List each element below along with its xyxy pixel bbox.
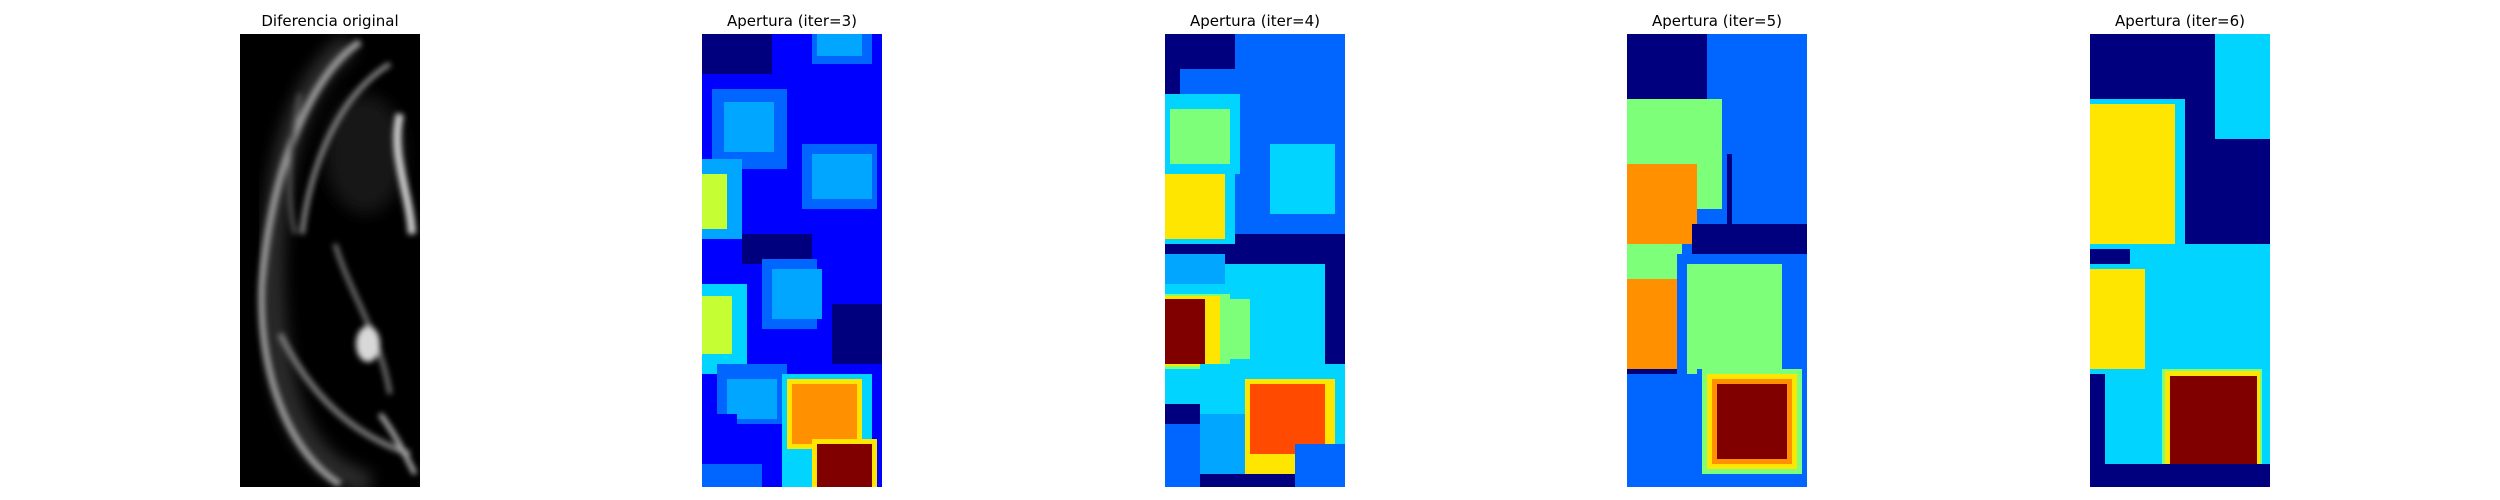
jet-colormap-image [702,34,882,487]
jet-colormap-image [2090,34,2270,487]
panel-title: Apertura (iter=5) [1652,12,1782,30]
panel-title: Apertura (iter=3) [727,12,857,30]
panel-opening-iter-3: Apertura (iter=3) [697,0,887,500]
panel-opening-iter-4: Apertura (iter=4) [1160,0,1350,500]
panel-opening-iter-6: Apertura (iter=6) [2085,0,2275,500]
panel-title: Diferencia original [261,12,399,30]
panel-opening-iter-5: Apertura (iter=5) [1622,0,1812,500]
panel-title: Apertura (iter=6) [2115,12,2245,30]
grayscale-difference-image [240,34,420,487]
panel-title: Apertura (iter=4) [1190,12,1320,30]
jet-colormap-image [1627,34,1807,487]
jet-colormap-image [1165,34,1345,487]
panel-original-difference: Diferencia original [235,0,425,500]
